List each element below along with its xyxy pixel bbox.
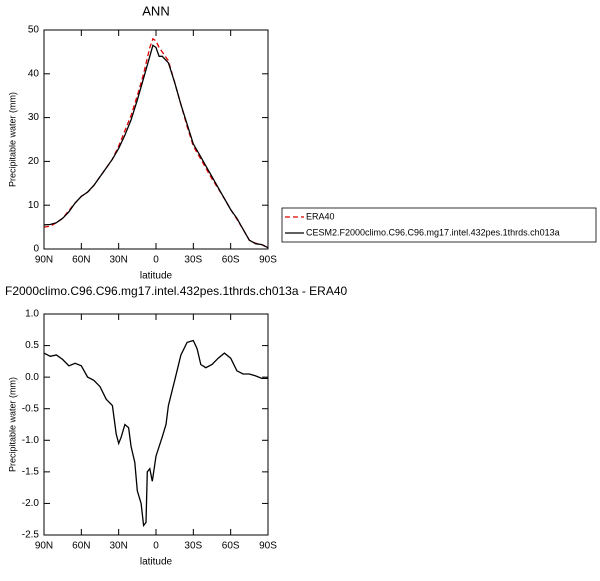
y-tick-label: -0.5 <box>22 403 40 414</box>
x-tick-label: 90S <box>259 541 277 552</box>
chart-title: F2000climo.C96.C96.mg17.intel.432pes.1th… <box>5 284 348 298</box>
plot-frame <box>43 313 269 536</box>
data-line <box>43 37 269 249</box>
y-tick-label: 1.0 <box>25 309 39 320</box>
y-tick-label: 0 <box>33 244 39 255</box>
x-tick-label: 30N <box>109 541 127 552</box>
y-tick-label: 0.0 <box>25 372 39 383</box>
data-line <box>43 339 268 528</box>
y-tick-label: -2.0 <box>22 498 40 509</box>
x-tick-label: 0 <box>153 255 159 266</box>
y-tick-label: 10 <box>28 200 40 211</box>
legend-label: CESM2.F2000climo.C96.C96.mg17.intel.432p… <box>306 227 560 237</box>
x-tick-label: 30S <box>184 541 202 552</box>
x-tick-label: 30S <box>184 255 202 266</box>
x-tick-label: 90N <box>35 255 53 266</box>
legend-box <box>281 207 597 243</box>
y-tick-label: -1.5 <box>22 466 40 477</box>
data-line <box>43 44 269 249</box>
x-tick-label: 60S <box>222 541 240 552</box>
y-tick-label: 40 <box>28 68 40 79</box>
legend-label: ERA40 <box>306 211 335 221</box>
x-tick-label: 90S <box>259 255 277 266</box>
y-tick-label: 0.5 <box>25 340 39 351</box>
x-tick-label: 60N <box>72 255 90 266</box>
x-axis-label: latitude <box>140 557 173 568</box>
x-tick-label: 0 <box>153 541 159 552</box>
x-tick-label: 60S <box>222 255 240 266</box>
y-tick-label: 30 <box>28 112 40 123</box>
x-tick-label: 90N <box>35 541 53 552</box>
plot-frame <box>43 29 269 250</box>
x-axis-label: latitude <box>140 271 173 282</box>
y-tick-label: -2.5 <box>22 530 40 541</box>
y-tick-label: -1.0 <box>22 435 40 446</box>
y-tick-label: 20 <box>28 156 40 167</box>
x-tick-label: 60N <box>72 541 90 552</box>
x-tick-label: 30N <box>109 255 127 266</box>
y-axis-label: Precipitable water (mm) <box>7 377 17 472</box>
chart-title: ANN <box>142 3 169 18</box>
y-axis-label: Precipitable water (mm) <box>7 92 17 187</box>
y-tick-label: 50 <box>28 25 40 36</box>
